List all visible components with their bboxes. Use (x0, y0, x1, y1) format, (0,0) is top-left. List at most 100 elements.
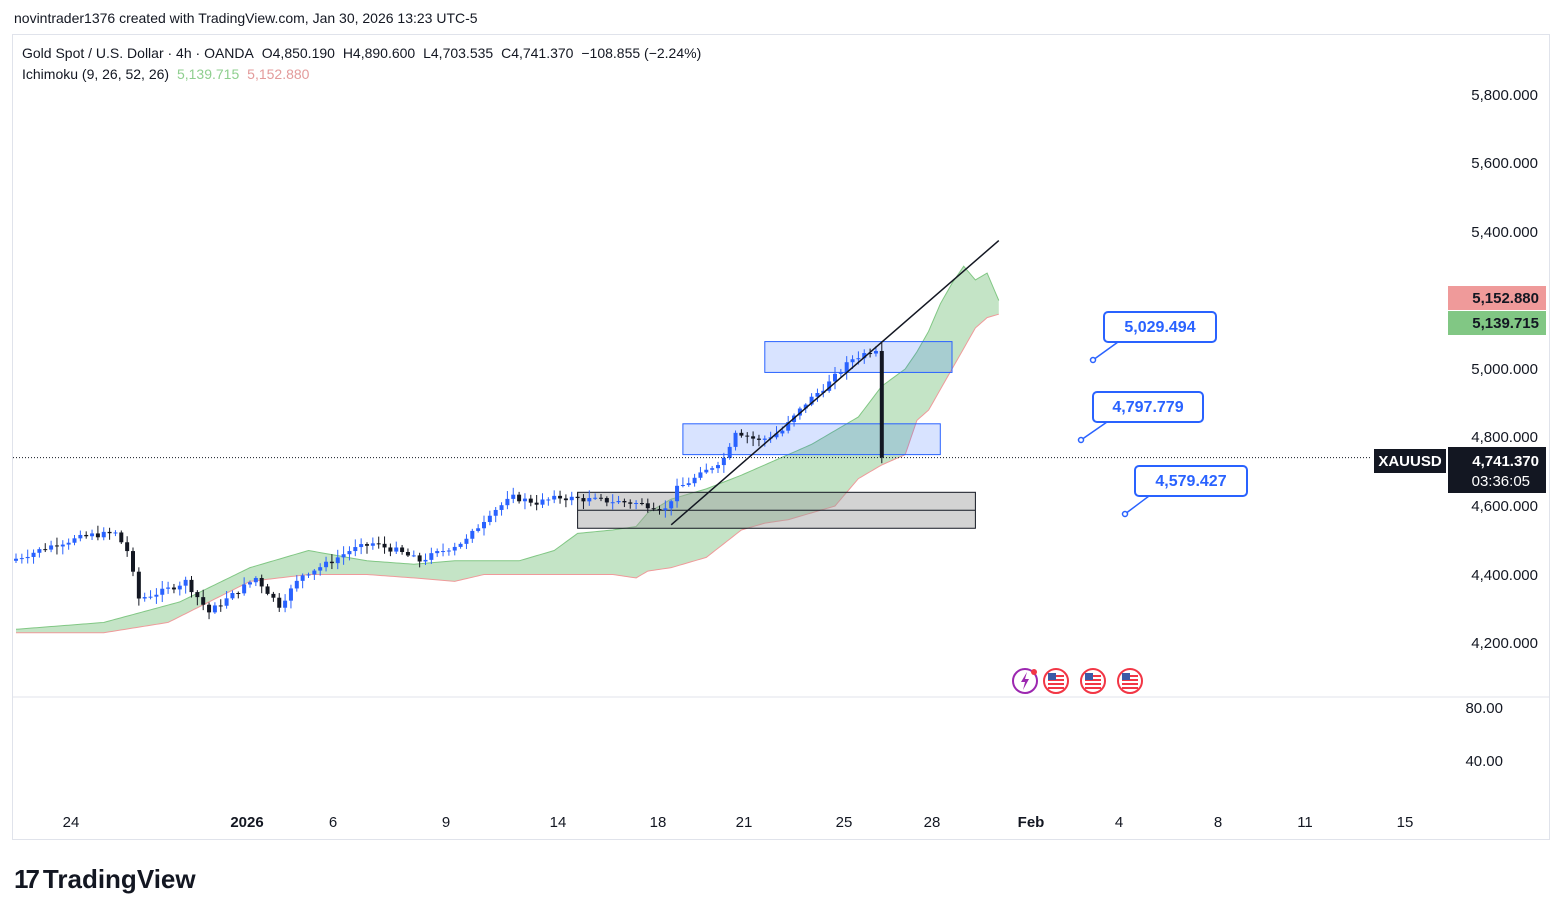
candle-body[interactable] (505, 498, 510, 506)
candle-body[interactable] (569, 496, 574, 501)
candle-body[interactable] (552, 495, 557, 500)
candle-body[interactable] (464, 538, 469, 544)
candle-body[interactable] (14, 558, 18, 561)
candle-body[interactable] (797, 408, 802, 416)
us-flag-event-icon[interactable] (1117, 668, 1143, 694)
candle-body[interactable] (329, 561, 334, 564)
candle-body[interactable] (370, 543, 375, 546)
candle-body[interactable] (651, 508, 656, 510)
us-flag-event-icon[interactable] (1080, 668, 1106, 694)
candle-body[interactable] (786, 422, 791, 431)
candle-body[interactable] (593, 497, 598, 499)
candle-body[interactable] (476, 528, 481, 531)
candle-body[interactable] (359, 544, 364, 548)
candle-body[interactable] (721, 457, 726, 466)
candle-body[interactable] (131, 551, 135, 572)
candle-body[interactable] (669, 501, 674, 509)
candle-body[interactable] (49, 545, 54, 550)
candle-body[interactable] (142, 597, 147, 599)
candle-body[interactable] (54, 545, 59, 547)
candle-body[interactable] (534, 502, 539, 505)
candle-body[interactable] (546, 499, 551, 501)
candle-body[interactable] (827, 381, 832, 391)
candle-body[interactable] (482, 521, 486, 529)
candle-body[interactable] (762, 438, 767, 440)
candle-body[interactable] (271, 593, 276, 598)
candle-body[interactable] (716, 465, 720, 469)
candle-body[interactable] (236, 593, 241, 595)
candle-body[interactable] (283, 600, 288, 608)
candle-body[interactable] (745, 435, 750, 437)
candle-body[interactable] (856, 358, 861, 360)
us-flag-event-icon[interactable] (1043, 668, 1069, 694)
candle-body[interactable] (95, 533, 100, 538)
candle-body[interactable] (733, 432, 738, 447)
price-callout[interactable]: 4,579.427 (1121, 465, 1248, 518)
candle-body[interactable] (692, 477, 697, 484)
candle-body[interactable] (511, 494, 516, 499)
candle-body[interactable] (581, 498, 586, 502)
candle-body[interactable] (201, 597, 206, 605)
candle-body[interactable] (774, 433, 779, 438)
candle-body[interactable] (499, 505, 504, 510)
candle-body[interactable] (411, 555, 416, 557)
candle-body[interactable] (107, 531, 112, 534)
candle-body[interactable] (189, 579, 194, 593)
candle-body[interactable] (563, 498, 568, 501)
candle-body[interactable] (587, 498, 592, 502)
candle-body[interactable] (616, 501, 621, 503)
candle-body[interactable] (698, 472, 703, 478)
candle-body[interactable] (177, 585, 182, 590)
candle-body[interactable] (710, 468, 715, 470)
candle-body[interactable] (31, 552, 36, 557)
candle-body[interactable] (294, 580, 299, 589)
candle-body[interactable] (599, 497, 603, 499)
candle-body[interactable] (288, 588, 293, 601)
candle-body[interactable] (429, 553, 434, 560)
candle-body[interactable] (751, 436, 756, 439)
candle-body[interactable] (634, 503, 639, 505)
candle-body[interactable] (405, 552, 410, 556)
candle-body[interactable] (277, 597, 282, 608)
candle-body[interactable] (230, 593, 235, 599)
candle-body[interactable] (66, 542, 71, 545)
candle-body[interactable] (101, 531, 106, 538)
candle-body[interactable] (90, 533, 95, 537)
candle-body[interactable] (610, 502, 615, 504)
candle-body[interactable] (686, 483, 691, 486)
candle-body[interactable] (148, 596, 153, 598)
candle-body[interactable] (25, 556, 30, 559)
candle-body[interactable] (809, 396, 814, 405)
candle-body[interactable] (704, 469, 709, 473)
candle-body[interactable] (868, 353, 873, 355)
candle-body[interactable] (388, 547, 393, 552)
candle-body[interactable] (43, 549, 48, 551)
candle-body[interactable] (400, 547, 405, 553)
candle-body[interactable] (493, 509, 498, 516)
candle-body[interactable] (446, 550, 451, 552)
lightning-event-icon[interactable] (1012, 668, 1038, 694)
candle-body[interactable] (528, 498, 533, 503)
candle-body[interactable] (253, 577, 258, 583)
candle-body[interactable] (522, 498, 527, 502)
candle-body[interactable] (435, 551, 440, 554)
candle-body[interactable] (78, 534, 83, 539)
candle-body[interactable] (739, 432, 744, 436)
candle-body[interactable] (19, 558, 24, 560)
symbol-tag[interactable]: XAUUSD (1374, 449, 1446, 473)
candle-body[interactable] (382, 543, 387, 548)
candle-body[interactable] (417, 555, 422, 562)
candle-body[interactable] (517, 494, 522, 502)
candle-body[interactable] (657, 509, 662, 511)
candle-body[interactable] (394, 547, 399, 552)
candle-body[interactable] (195, 592, 200, 598)
candle-body[interactable] (212, 605, 217, 613)
candle-body[interactable] (300, 575, 305, 581)
candle-body[interactable] (833, 373, 837, 382)
candle-body[interactable] (166, 587, 171, 589)
candle-body[interactable] (353, 547, 358, 552)
candle-body[interactable] (680, 485, 685, 487)
candle-body[interactable] (171, 587, 176, 590)
candle-body[interactable] (183, 579, 188, 586)
